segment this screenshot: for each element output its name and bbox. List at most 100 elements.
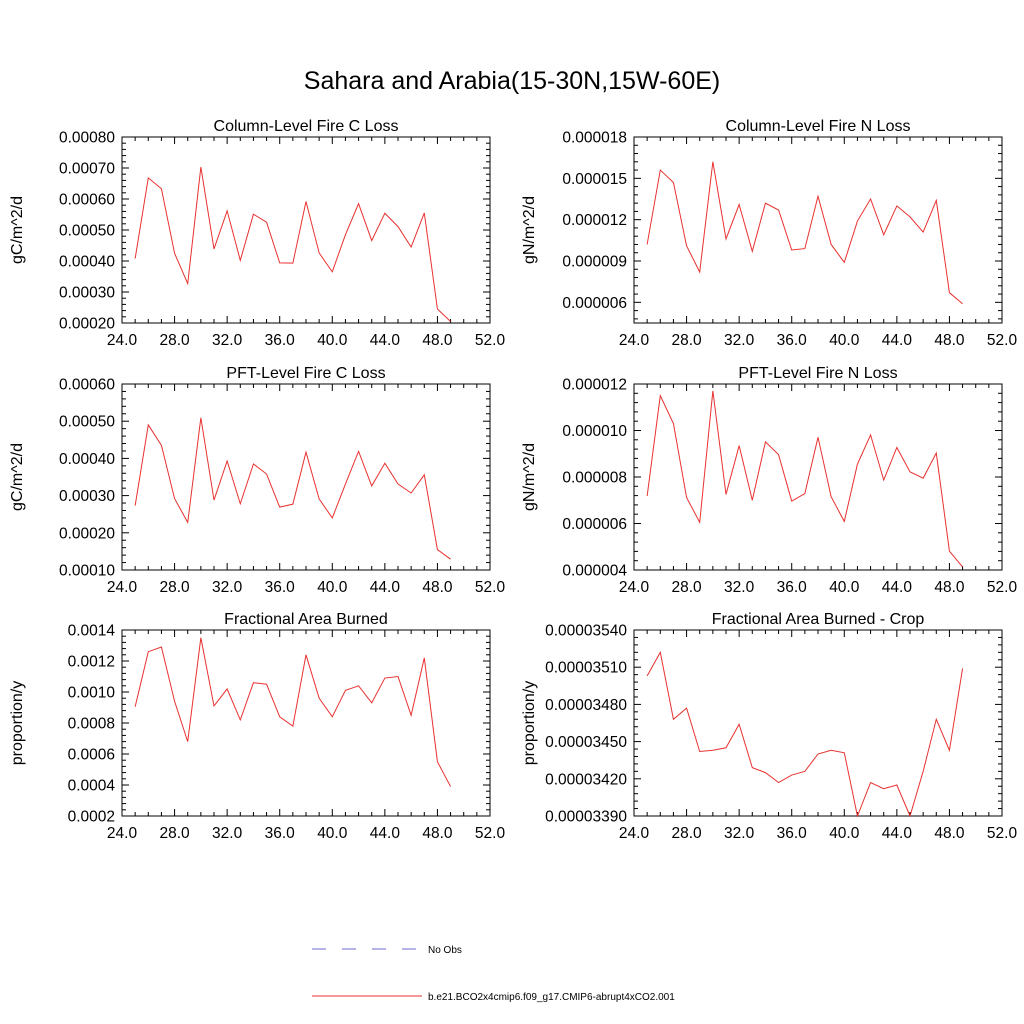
x-tick-label: 44.0 <box>882 332 913 349</box>
x-tick-label: 52.0 <box>475 579 506 596</box>
y-tick-label: 0.000015 <box>562 171 627 188</box>
x-tick-label: 52.0 <box>475 825 506 842</box>
y-tick-label: 0.0010 <box>68 685 116 702</box>
x-tick-label: 28.0 <box>159 579 190 596</box>
x-tick-label: 32.0 <box>212 825 243 842</box>
x-tick-label: 48.0 <box>934 579 965 596</box>
y-tick-label: 0.00020 <box>59 525 115 542</box>
series-line <box>646 650 964 818</box>
y-tick-label: 0.0008 <box>68 716 115 733</box>
x-tick-label: 36.0 <box>265 332 296 349</box>
x-tick-label: 32.0 <box>724 579 755 596</box>
y-tick-label: 0.00080 <box>59 130 115 147</box>
y-tick-label: 0.00020 <box>59 316 115 333</box>
y-tick-label: 0.0014 <box>68 623 116 640</box>
x-tick-label: 24.0 <box>107 825 138 842</box>
panel-pft-level-fire-c-loss: PFT-Level Fire C Loss gC/m^2/d 24.0 28.0 32.… <box>9 365 505 596</box>
y-axis-label: gN/m^2/d <box>521 196 538 264</box>
x-tick-label: 28.0 <box>159 825 190 842</box>
x-tick-label: 32.0 <box>724 332 755 349</box>
x-tick-label: 52.0 <box>987 825 1018 842</box>
plot-frame <box>121 136 491 324</box>
y-axis-label: gC/m^2/d <box>9 443 26 511</box>
series-line <box>646 161 963 305</box>
plot-frame <box>121 629 491 817</box>
x-tick-label: 40.0 <box>829 579 860 596</box>
x-tick-label: 28.0 <box>671 825 702 842</box>
series-line <box>134 637 452 787</box>
x-tick-label: 44.0 <box>882 579 913 596</box>
figure-title: Sahara and Arabia(15-30N,15W-60E) <box>304 67 720 95</box>
y-tick-label: 0.000010 <box>562 423 627 440</box>
y-tick-label: 0.00003420 <box>545 771 627 788</box>
x-tick-label: 24.0 <box>107 332 138 349</box>
y-tick-label: 0.00040 <box>59 451 115 468</box>
x-tick-label: 52.0 <box>475 332 506 349</box>
x-tick-label: 48.0 <box>934 332 965 349</box>
series-line <box>646 390 963 568</box>
panel-title: Column-Level Fire C Loss <box>214 118 399 135</box>
panel-title: PFT-Level Fire C Loss <box>226 365 385 382</box>
y-axis-label: proportion/y <box>521 681 538 766</box>
y-tick-label: 0.00030 <box>59 488 115 505</box>
x-tick-label: 36.0 <box>265 579 296 596</box>
y-axis-label: gC/m^2/d <box>9 196 26 264</box>
x-tick-label: 44.0 <box>370 332 401 349</box>
x-tick-label: 40.0 <box>317 579 348 596</box>
panel-column-level-fire-n-loss: Column-Level Fire N Loss gN/m^2/d 24.0 28.0… <box>521 118 1017 349</box>
x-tick-label: 40.0 <box>829 332 860 349</box>
y-tick-label: 0.00003390 <box>545 809 627 826</box>
x-tick-label: 32.0 <box>212 332 243 349</box>
x-tick-label: 48.0 <box>422 825 453 842</box>
x-tick-label: 36.0 <box>777 332 808 349</box>
legend-label-model-run: b.e21.BCO2x4cmip6.f09_g17.CMIP6-abrupt4x… <box>428 992 675 1003</box>
y-tick-label: 0.000018 <box>562 130 627 147</box>
series-line <box>134 166 451 322</box>
x-tick-label: 24.0 <box>619 579 650 596</box>
legend: No Obs b.e21.BCO2x4cmip6.f09_g17.CMIP6-a… <box>312 945 675 1003</box>
x-tick-label: 36.0 <box>265 825 296 842</box>
x-tick-label: 24.0 <box>107 579 138 596</box>
y-tick-label: 0.00060 <box>59 192 115 209</box>
y-tick-label: 0.00070 <box>59 161 115 178</box>
x-tick-label: 40.0 <box>829 825 860 842</box>
panel-title: PFT-Level Fire N Loss <box>738 365 897 382</box>
y-axis-label: gN/m^2/d <box>521 443 538 511</box>
x-tick-label: 36.0 <box>777 579 808 596</box>
y-tick-label: 0.000006 <box>562 516 627 533</box>
panel-title: Fractional Area Burned - Crop <box>712 611 925 628</box>
y-tick-label: 0.00030 <box>59 285 115 302</box>
y-tick-label: 0.0006 <box>68 747 115 764</box>
series-line <box>134 417 451 560</box>
x-tick-label: 40.0 <box>317 825 348 842</box>
y-tick-label: 0.00060 <box>59 377 115 394</box>
plot-frame <box>633 383 1003 571</box>
x-tick-label: 48.0 <box>422 332 453 349</box>
x-tick-label: 24.0 <box>619 332 650 349</box>
y-tick-label: 0.000012 <box>562 377 627 394</box>
y-tick-label: 0.000004 <box>562 563 627 580</box>
y-tick-label: 0.0012 <box>68 654 115 671</box>
x-tick-label: 32.0 <box>724 825 755 842</box>
plot-frame <box>633 629 1003 817</box>
x-tick-label: 44.0 <box>370 579 401 596</box>
legend-label-no-obs: No Obs <box>428 945 462 956</box>
y-tick-label: 0.00003510 <box>545 660 627 677</box>
y-tick-label: 0.00003540 <box>545 623 627 640</box>
panel-column-level-fire-c-loss: Column-Level Fire C Loss gC/m^2/d 24.0 28.0… <box>9 118 505 349</box>
y-tick-label: 0.000006 <box>562 295 627 312</box>
panel-fractional-area-burned-crop: Fractional Area Burned - Crop proportion/… <box>521 611 1017 842</box>
x-tick-label: 44.0 <box>882 825 913 842</box>
x-tick-label: 28.0 <box>159 332 190 349</box>
plot-frame <box>121 383 491 571</box>
y-tick-label: 0.00040 <box>59 254 115 271</box>
y-tick-label: 0.0002 <box>68 809 115 826</box>
x-tick-label: 36.0 <box>777 825 808 842</box>
y-tick-label: 0.00003480 <box>545 697 627 714</box>
y-tick-label: 0.00003450 <box>545 734 627 751</box>
x-tick-label: 48.0 <box>934 825 965 842</box>
x-tick-label: 44.0 <box>370 825 401 842</box>
x-tick-label: 52.0 <box>987 332 1018 349</box>
x-tick-label: 28.0 <box>671 579 702 596</box>
y-tick-label: 0.0004 <box>68 778 116 795</box>
